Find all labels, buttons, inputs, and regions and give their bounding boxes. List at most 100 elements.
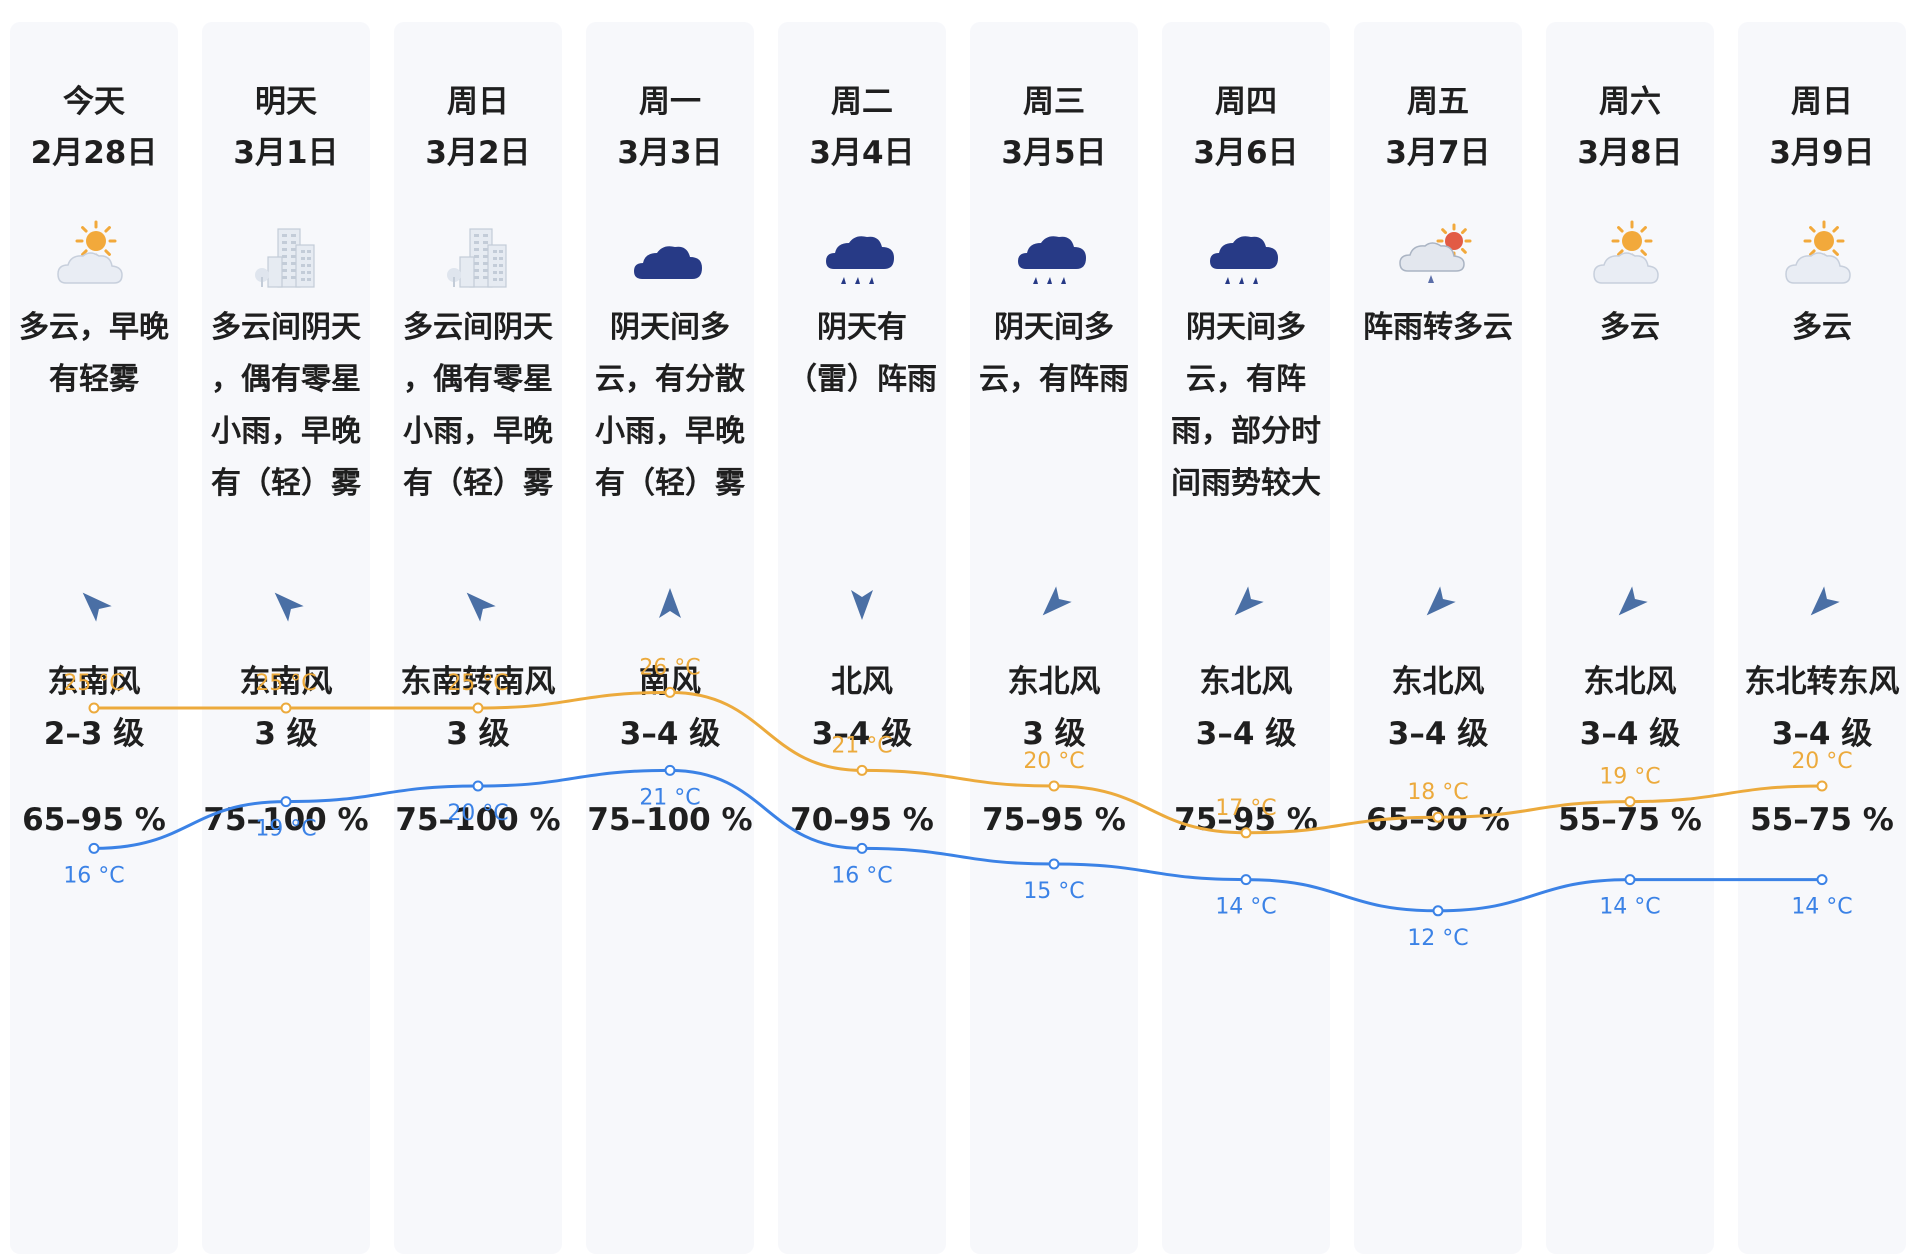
humidity-range: 75–100 % xyxy=(395,802,561,838)
description-line: 多云间阴天 xyxy=(403,310,553,345)
description-line: 多云 xyxy=(1600,310,1660,345)
day-column: 周五 3月7日 阵雨转多云 东北风 3–4 级 65–90 % xyxy=(1354,22,1522,1254)
wind-level: 3–4 级 xyxy=(1387,716,1489,752)
description-line: 云，有阵雨 xyxy=(979,362,1129,397)
description-line: 有（轻）雾 xyxy=(211,466,361,501)
day-label: 周五 xyxy=(1407,84,1469,120)
rain-icon xyxy=(1014,217,1094,297)
wind-level: 3–4 级 xyxy=(811,716,913,752)
wind-direction-arrow-icon xyxy=(1216,574,1276,634)
weather-description: 多云 xyxy=(1730,302,1914,354)
description-line: 多云 xyxy=(1792,310,1852,345)
partly-cloudy-icon xyxy=(1590,217,1670,297)
wind-level: 2–3 级 xyxy=(43,716,145,752)
weather-description: 多云间阴天 ，偶有零星 小雨，早晚 有（轻）雾 xyxy=(386,302,570,510)
wind-direction: 东北风 xyxy=(1199,664,1293,700)
wind-direction-arrow-icon xyxy=(1408,574,1468,634)
date-label: 3月8日 xyxy=(1577,135,1683,171)
description-line: 小雨，早晚 xyxy=(595,414,745,449)
wind-level: 3 级 xyxy=(446,716,510,752)
humidity-range: 75–100 % xyxy=(203,802,369,838)
description-line: 阴天间多 xyxy=(610,310,730,345)
description-line: ，偶有零星 xyxy=(211,362,361,397)
description-line: 小雨，早晚 xyxy=(403,414,553,449)
partly-cloudy-icon xyxy=(1782,217,1862,297)
date-label: 3月2日 xyxy=(425,135,531,171)
humidity-range: 75–100 % xyxy=(587,802,753,838)
description-line: 多云间阴天 xyxy=(211,310,361,345)
description-line: 有（轻）雾 xyxy=(403,466,553,501)
wind-direction: 东北风 xyxy=(1391,664,1485,700)
humidity-range: 70–95 % xyxy=(790,802,934,838)
wind-direction-arrow-icon xyxy=(640,574,700,634)
overcast-icon xyxy=(630,217,710,297)
description-line: 阴天间多 xyxy=(1186,310,1306,345)
day-label: 周日 xyxy=(447,84,509,120)
date-label: 2月28日 xyxy=(30,135,158,171)
day-column: 周二 3月4日 阴天有 （雷）阵雨 北风 3–4 级 70–95 % xyxy=(778,22,946,1254)
wind-direction: 东北风 xyxy=(1007,664,1101,700)
wind-direction-arrow-icon xyxy=(1600,574,1660,634)
day-column: 周六 3月8日多云东北风 3–4 级 55–75 % xyxy=(1546,22,1714,1254)
date-label: 3月3日 xyxy=(617,135,723,171)
wind-level: 3 级 xyxy=(254,716,318,752)
description-line: 云，有分散 xyxy=(595,362,745,397)
day-label: 周六 xyxy=(1599,84,1661,120)
wind-direction: 东南风 xyxy=(239,664,333,700)
wind-direction-arrow-icon xyxy=(1024,574,1084,634)
wind-direction-arrow-icon xyxy=(448,574,508,634)
day-label: 周四 xyxy=(1215,84,1277,120)
description-line: 阵雨转多云 xyxy=(1363,310,1513,345)
humidity-range: 65–95 % xyxy=(22,802,166,838)
weather-description: 阴天间多云，有分散小雨，早晚有（轻）雾 xyxy=(578,302,762,510)
description-line: （雷）阵雨 xyxy=(787,362,937,397)
shower-sun-icon xyxy=(1398,217,1478,297)
day-column: 周四 3月6日 阴天间多 云，有阵 雨，部分时 间雨势较大 东北风 3–4 级 75–95 % xyxy=(1162,22,1330,1254)
partly-cloudy-icon xyxy=(54,217,134,297)
weather-description: 多云 xyxy=(1538,302,1722,354)
description-line: 雨，部分时 xyxy=(1171,414,1321,449)
day-column: 周日 3月2日 多云间阴天 ，偶有零星 小雨，早晚 有（轻）雾 东南转南风 3 级 75–100… xyxy=(394,22,562,1254)
rain-icon xyxy=(1206,217,1286,297)
humidity-range: 75–95 % xyxy=(982,802,1126,838)
date-label: 3月1日 xyxy=(233,135,339,171)
wind-direction: 北风 xyxy=(831,664,893,700)
wind-level: 3–4 级 xyxy=(619,716,721,752)
humidity-range: 55–75 % xyxy=(1558,802,1702,838)
description-line: 阴天有 xyxy=(817,310,907,345)
date-label: 3月5日 xyxy=(1001,135,1107,171)
wind-direction-arrow-icon xyxy=(256,574,316,634)
day-label: 周一 xyxy=(639,84,701,120)
description-line: 有（轻）雾 xyxy=(595,466,745,501)
day-label: 周三 xyxy=(1023,84,1085,120)
day-column: 周一 3月3日 阴天间多 云，有分散 小雨，早晚 有（轻）雾 南风 3–4 级 75–100 % xyxy=(586,22,754,1254)
wind-direction-arrow-icon xyxy=(1792,574,1852,634)
wind-direction: 东南风 xyxy=(47,664,141,700)
wind-direction-arrow-icon xyxy=(832,574,892,634)
description-line: 多云，早晚 xyxy=(19,310,169,345)
description-line: 小雨，早晚 xyxy=(211,414,361,449)
description-line: 间雨势较大 xyxy=(1171,466,1321,501)
weather-description: 阴天有 （雷）阵雨 xyxy=(770,302,954,406)
weather-description: 多云间阴天 ，偶有零星小雨，早晚有（轻）雾 xyxy=(194,302,378,510)
humidity-range: 55–75 % xyxy=(1750,802,1894,838)
weather-description: 阴天间多云，有阵雨，部分时间雨势较大 xyxy=(1154,302,1338,510)
wind-level: 3–4 级 xyxy=(1579,716,1681,752)
wind-level: 3 级 xyxy=(1022,716,1086,752)
day-column: 今天 2月28日 多云，早晚 有轻雾 东南风 2–3 级 65–95 % xyxy=(10,22,178,1254)
date-label: 3月4日 xyxy=(809,135,915,171)
wind-direction: 东北风 xyxy=(1583,664,1677,700)
day-label: 今天 xyxy=(63,84,125,120)
weather-description: 多云，早晚 有轻雾 xyxy=(2,302,186,406)
fog-buildings-icon xyxy=(246,217,326,297)
wind-level: 3–4 级 xyxy=(1771,716,1873,752)
description-line: 云，有阵 xyxy=(1186,362,1306,397)
wind-level: 3–4 级 xyxy=(1195,716,1297,752)
day-label: 明天 xyxy=(255,84,317,120)
description-line: 阴天间多 xyxy=(994,310,1114,345)
wind-direction: 东南转南风 xyxy=(400,664,556,700)
weather-description: 阴天间多云，有阵雨 xyxy=(962,302,1146,406)
wind-direction: 东北转东风 xyxy=(1744,664,1900,700)
wind-direction-arrow-icon xyxy=(64,574,124,634)
